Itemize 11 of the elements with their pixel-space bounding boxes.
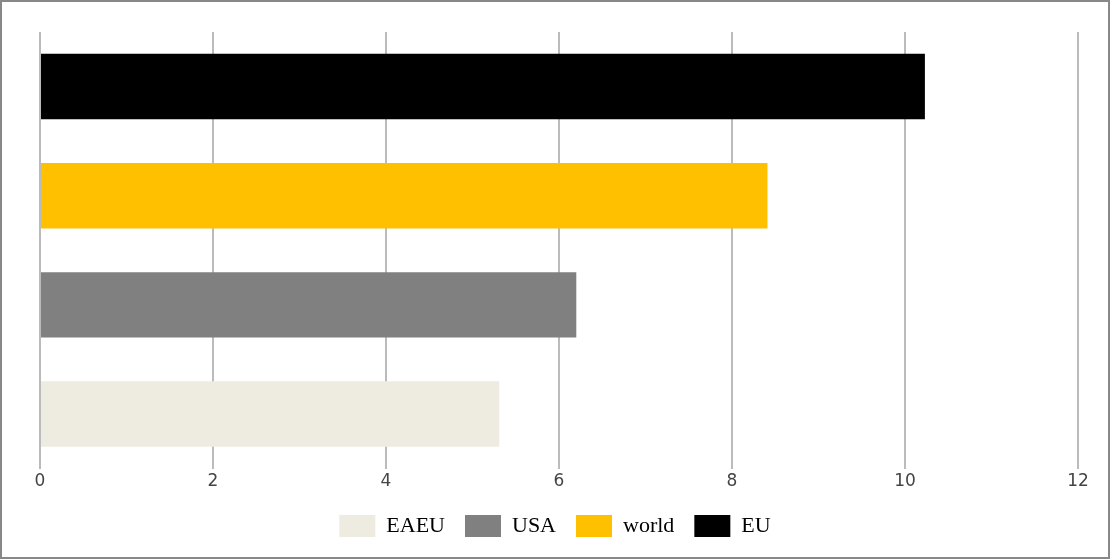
x-tick-label: 4 — [380, 470, 392, 491]
x-tick-label: 6 — [553, 470, 565, 491]
x-tick-label: 12 — [1067, 470, 1089, 491]
legend-label: EAEU — [386, 511, 446, 537]
legend-label: world — [623, 511, 675, 537]
x-tick-label: 2 — [207, 470, 219, 491]
legend-label: EU — [741, 511, 771, 537]
x-tick-label: 10 — [894, 470, 916, 491]
legend-label: USA — [511, 511, 557, 537]
x-tick-label: 8 — [726, 470, 738, 491]
x-tick-label: 0 — [34, 470, 46, 491]
